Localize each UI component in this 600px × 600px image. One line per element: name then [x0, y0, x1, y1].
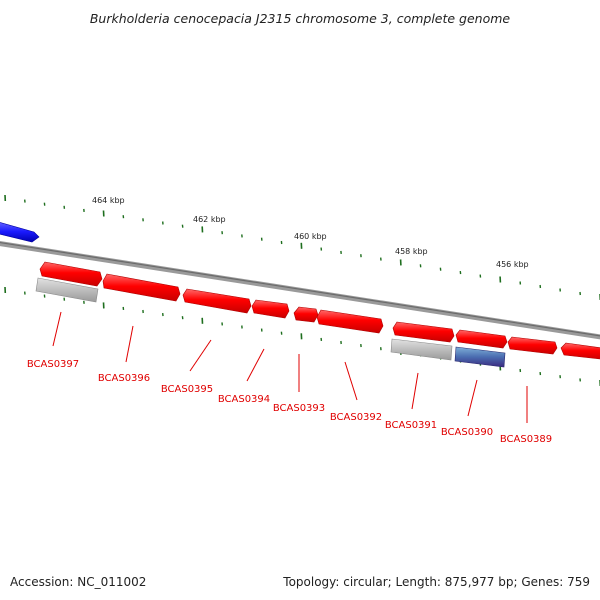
scale-label-456kbp: 456 kbp [496, 260, 529, 269]
chromosome-backbone [0, 241, 600, 340]
scale-label-462kbp: 462 kbp [193, 215, 226, 224]
gene-labels: BCAS0397 BCAS0396 BCAS0395 BCAS0394 BCAS… [27, 359, 552, 445]
gene-arrow-bcas0390[interactable] [455, 329, 508, 349]
scale-labels: 464 kbp 462 kbp 460 kbp 458 kbp 456 kbp [92, 196, 529, 269]
feature-bar-bcas0391[interactable] [390, 338, 453, 361]
gene-arrow-bcas0389[interactable] [507, 336, 558, 355]
forward-gene-arrows [39, 261, 600, 360]
map-title: Burkholderia cenocepacia J2315 chromosom… [90, 11, 511, 26]
gene-label-bcas0390[interactable]: BCAS0390 [441, 427, 493, 438]
label-leader-lines [52, 311, 528, 423]
genome-summary-text: Topology: circular; Length: 875,977 bp; … [282, 575, 590, 589]
outer-scale-ticks [4, 194, 600, 301]
feature-bars [35, 277, 506, 368]
gene-arrow-bcas0395[interactable] [182, 288, 252, 314]
gene-label-bcas0394[interactable]: BCAS0394 [218, 394, 270, 405]
gene-arrow-bcas0396[interactable] [102, 273, 181, 302]
gene-arrow-bcas0394[interactable] [251, 299, 290, 319]
gene-arrow-bcas0392[interactable] [316, 309, 384, 334]
gene-arrow-bcas0397[interactable] [39, 261, 103, 287]
gene-label-bcas0389[interactable]: BCAS0389 [500, 434, 552, 445]
scale-label-464kbp: 464 kbp [92, 196, 125, 205]
gene-label-bcas0395[interactable]: BCAS0395 [161, 384, 213, 395]
gene-label-bcas0391[interactable]: BCAS0391 [385, 420, 437, 431]
gene-arrow-bcas0391[interactable] [392, 321, 455, 343]
accession-text: Accession: NC_011002 [10, 575, 146, 589]
gene-arrow-partial[interactable] [560, 342, 600, 360]
reverse-gene-arrow[interactable] [0, 221, 40, 243]
gene-label-bcas0397[interactable]: BCAS0397 [27, 359, 79, 370]
misc-feature-bar-bcas0390[interactable] [454, 346, 506, 368]
gene-label-bcas0392[interactable]: BCAS0392 [330, 412, 382, 423]
scale-label-460kbp: 460 kbp [294, 232, 327, 241]
feature-bar-bcas0397[interactable] [35, 277, 99, 303]
gene-label-bcas0396[interactable]: BCAS0396 [98, 373, 150, 384]
scale-label-458kbp: 458 kbp [395, 247, 428, 256]
gene-label-bcas0393[interactable]: BCAS0393 [273, 403, 325, 414]
gene-arrow-bcas0393[interactable] [293, 306, 319, 323]
